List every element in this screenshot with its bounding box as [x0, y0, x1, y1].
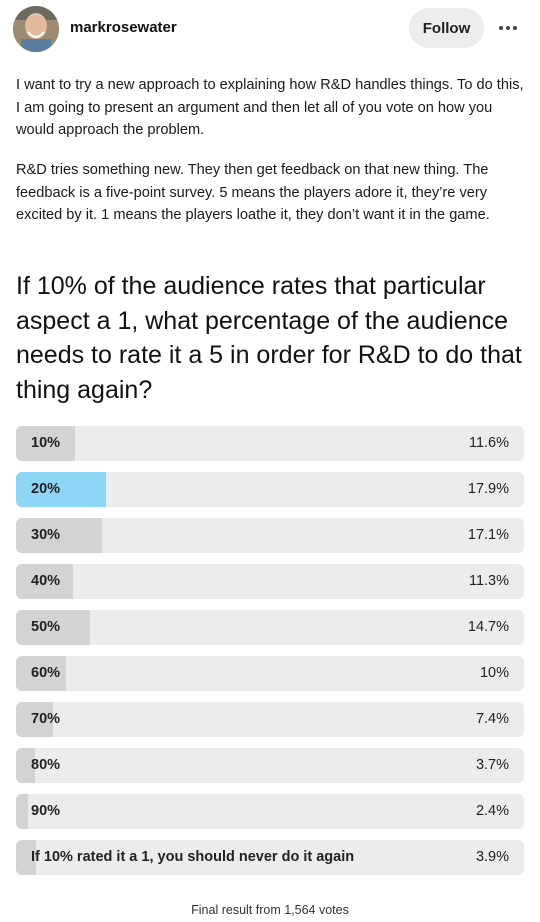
poll-option-label: 60%	[31, 665, 61, 681]
poll-option-label: 50%	[31, 619, 61, 635]
poll-option-percent: 3.7%	[475, 757, 509, 773]
poll-option-label: 90%	[31, 803, 61, 819]
poll-option-percent: 3.9%	[475, 849, 509, 865]
poll-option-result-bar	[16, 610, 91, 645]
poll-option[interactable]: 60% 10%	[16, 656, 524, 691]
poll-option-label: If 10% rated it a 1, you should never do…	[31, 849, 355, 865]
poll-option-result-bar	[16, 656, 67, 691]
poll-option-result-bar	[16, 564, 74, 599]
poll-option-result-bar	[16, 748, 35, 783]
poll-option[interactable]: 70% 7.4%	[16, 702, 524, 737]
follow-button[interactable]: Follow	[409, 8, 484, 48]
post-header: markrosewater Follow	[0, 0, 540, 62]
poll-option-percent: 11.6%	[468, 435, 509, 451]
poll-option[interactable]: 30% 17.1%	[16, 518, 524, 553]
avatar-image	[13, 6, 59, 52]
poll-option[interactable]: 20% 17.9%	[16, 472, 524, 507]
poll-result-footer: Final result from 1,564 votes	[191, 903, 349, 917]
username[interactable]: markrosewater	[70, 19, 177, 36]
poll-option-label: 80%	[31, 757, 61, 773]
poll-options: 10% 11.6% 20% 17.9% 30% 17.1% 40% 11.3% 50% 14.7%…	[16, 426, 524, 886]
poll-option-result-bar	[16, 702, 54, 737]
poll-option-percent: 17.1%	[467, 527, 509, 543]
post-paragraph-1: I want to try a new approach to explaini…	[16, 77, 524, 138]
poll-question: If 10% of the audience rates that partic…	[16, 272, 522, 404]
poll-option-percent: 11.3%	[468, 573, 509, 589]
poll-option-label: 30%	[31, 527, 61, 543]
poll-option-result-bar	[16, 518, 103, 553]
poll-option[interactable]: 40% 11.3%	[16, 564, 524, 599]
poll-option-label: 70%	[31, 711, 61, 727]
poll-option-result-bar	[16, 794, 29, 829]
poll-option-result-bar	[16, 472, 107, 507]
poll-option-label: 10%	[31, 435, 61, 451]
post-paragraph-2: R&D tries something new. They then get f…	[16, 162, 490, 223]
poll-option[interactable]: 90% 2.4%	[16, 794, 524, 829]
poll-option-percent: 17.9%	[467, 481, 509, 497]
poll-option-label: 20%	[31, 481, 61, 497]
poll-option-result-bar	[16, 426, 75, 461]
poll-option-percent: 10%	[479, 665, 509, 681]
poll-option-percent: 7.4%	[475, 711, 509, 727]
poll-option[interactable]: If 10% rated it a 1, you should never do…	[16, 840, 524, 875]
poll-option-percent: 2.4%	[475, 803, 509, 819]
avatar[interactable]	[13, 6, 59, 52]
poll-option[interactable]: 50% 14.7%	[16, 610, 524, 645]
poll-option[interactable]: 80% 3.7%	[16, 748, 524, 783]
poll-option[interactable]: 10% 11.6%	[16, 426, 524, 461]
more-horizontal-icon[interactable]	[494, 14, 522, 42]
poll-option-result-bar	[16, 840, 36, 875]
poll-option-percent: 14.7%	[467, 619, 509, 635]
poll-option-label: 40%	[31, 573, 61, 589]
